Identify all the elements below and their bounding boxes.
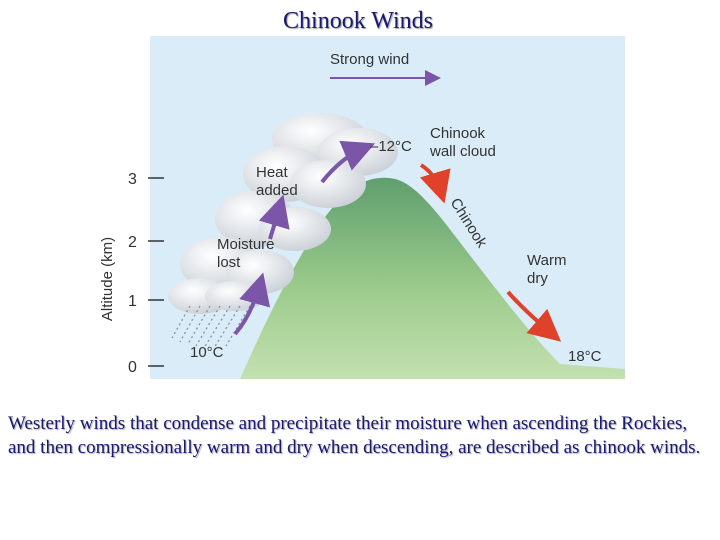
warm-dry-label: Warm dry xyxy=(527,252,571,287)
strong-wind-label: Strong wind xyxy=(330,51,409,68)
temp-top-label: –12°C xyxy=(370,138,412,155)
temp-base-label: 10°C xyxy=(190,344,224,361)
slide-caption: Westerly winds that condense and precipi… xyxy=(8,413,701,458)
moisture-lost-label: Moisture lost xyxy=(217,236,279,271)
slide-title: Chinook Winds xyxy=(283,8,433,34)
descent-arrow-lower xyxy=(506,290,562,342)
ascent-arrow-low xyxy=(233,272,271,336)
precipitation-streaks xyxy=(171,305,251,349)
y-axis: 0 1 2 3 Altitude (km) xyxy=(99,171,164,376)
descent-arrow-upper xyxy=(419,163,451,204)
y-tick-0: 0 xyxy=(128,359,137,376)
y-tick-1: 1 xyxy=(128,293,137,310)
y-axis-label: Altitude (km) xyxy=(99,237,116,321)
mountain xyxy=(240,177,625,379)
temp-lee-label: 18°C xyxy=(568,348,602,365)
ascent-arrow-mid xyxy=(258,194,290,240)
chinook-diagram: 0 1 2 3 Altitude (km) Strong wind Heat a… xyxy=(99,36,625,379)
y-tick-3: 3 xyxy=(128,171,137,188)
ascent-arrow-high xyxy=(320,140,376,184)
chinook-wall-cloud-label: Chinook wall cloud xyxy=(429,125,496,160)
heat-added-label: Heat added xyxy=(256,164,298,199)
y-tick-2: 2 xyxy=(128,234,137,251)
